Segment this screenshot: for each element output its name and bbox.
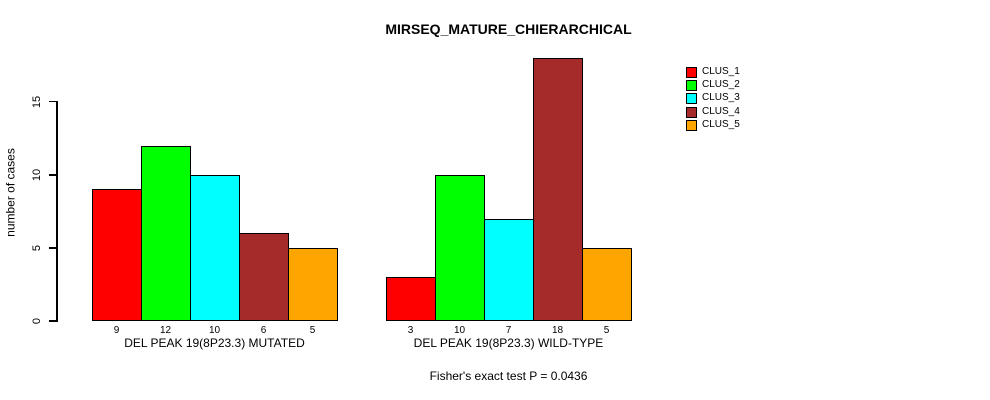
legend-swatch-clus-4	[686, 106, 697, 118]
bar-value-label: 3	[407, 325, 414, 336]
group-label: DEL PEAK 19(8P23.3) MUTATED	[124, 336, 305, 350]
bar-value-label: 5	[309, 325, 316, 336]
y-axis-tick-label: 10	[31, 168, 43, 181]
y-axis-tick-label: 0	[31, 317, 43, 325]
legend-swatch-clus-3	[686, 93, 697, 105]
bar-clus-2-wild-type	[435, 174, 485, 321]
chart-title: MIRSEQ_MATURE_CHIERARCHICAL	[385, 21, 632, 37]
bar-clus-5-wild-type	[582, 247, 632, 321]
legend-label-clus-3: CLUS_3	[702, 92, 740, 104]
footer-text: Fisher's exact test P = 0.0436	[429, 369, 588, 383]
bar-value-label: 10	[453, 325, 466, 336]
legend-label-clus-2: CLUS_2	[702, 78, 740, 90]
legend-label-clus-4: CLUS_4	[702, 105, 740, 117]
y-axis-tick	[49, 247, 57, 249]
bar-clus-3-wild-type	[484, 218, 534, 321]
bar-clus-5-mutated	[288, 247, 338, 321]
bar-clus-1-wild-type	[386, 277, 436, 321]
bar-value-label: 18	[551, 325, 564, 336]
bar-clus-4-mutated	[239, 233, 289, 321]
y-axis-title: number of cases	[3, 148, 18, 237]
bar-value-label: 5	[603, 325, 610, 336]
bar-clus-2-mutated	[141, 145, 191, 321]
y-axis-line	[56, 101, 58, 322]
y-axis-tick-label: 15	[31, 95, 43, 108]
legend-swatch-clus-5	[686, 120, 697, 132]
legend-label-clus-1: CLUS_1	[702, 65, 740, 77]
legend-label-clus-5: CLUS_5	[702, 119, 740, 131]
y-axis-tick	[49, 174, 57, 176]
y-axis-tick	[49, 100, 57, 103]
y-axis-tick-label: 5	[31, 244, 43, 251]
bar-value-label: 9	[113, 325, 120, 336]
bar-clus-1-mutated	[92, 189, 142, 321]
bar-value-label: 7	[505, 325, 512, 336]
y-axis-tick	[49, 320, 57, 322]
group-label: DEL PEAK 19(8P23.3) WILD-TYPE	[413, 336, 604, 350]
bar-clus-4-wild-type	[533, 57, 583, 321]
bar-value-label: 10	[208, 325, 221, 336]
legend-swatch-clus-2	[686, 79, 697, 91]
legend-swatch-clus-1	[686, 66, 697, 78]
bar-value-label: 6	[260, 325, 267, 336]
bar-value-label: 12	[159, 325, 172, 336]
bar-clus-3-mutated	[190, 174, 240, 321]
